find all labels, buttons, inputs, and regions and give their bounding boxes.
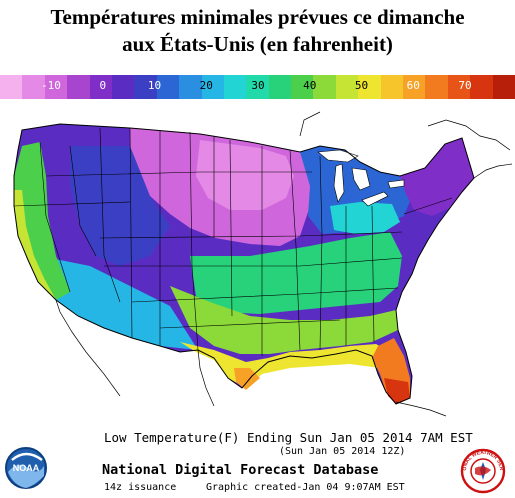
band-gulf-warm bbox=[234, 368, 260, 390]
band-northeast bbox=[400, 138, 474, 216]
color-scale-segment bbox=[492, 75, 515, 99]
color-scale-segment bbox=[201, 75, 224, 99]
color-scale-segment bbox=[425, 75, 448, 99]
temperature-color-scale bbox=[0, 75, 515, 99]
band-pacific-edge bbox=[14, 190, 56, 300]
map-title: Températures minimales prévues ce dimanc… bbox=[0, 4, 515, 58]
color-scale-segment bbox=[291, 75, 314, 99]
band-southern-plains bbox=[170, 286, 398, 354]
color-scale-segment bbox=[134, 75, 157, 99]
color-scale-segment bbox=[156, 75, 180, 99]
color-scale-segment bbox=[358, 75, 381, 99]
nws-logo: NATIONAL WEATHER SERVICE bbox=[460, 448, 506, 494]
issuance-text: 14z issuance bbox=[104, 482, 177, 493]
band-north-central-core bbox=[196, 140, 294, 210]
color-scale-segment bbox=[470, 75, 493, 99]
color-scale-segment bbox=[22, 75, 45, 99]
us-temperature-map bbox=[13, 111, 513, 417]
map-footer: NOAA Low Temperature(F) Ending Sun Jan 0… bbox=[0, 428, 515, 498]
noaa-logo: NOAA bbox=[5, 447, 47, 489]
svg-text:NOAA: NOAA bbox=[13, 463, 40, 473]
title-line-1: Températures minimales prévues ce dimanc… bbox=[50, 5, 465, 29]
color-scale-segment bbox=[447, 75, 471, 99]
color-scale-segment bbox=[335, 75, 359, 99]
color-scale-segment bbox=[111, 75, 135, 99]
lake-huron bbox=[351, 167, 371, 191]
state-boundaries bbox=[13, 127, 453, 356]
band-lower-great-lakes bbox=[330, 202, 400, 234]
color-scale-segment bbox=[89, 75, 112, 99]
lake-michigan bbox=[333, 163, 345, 203]
color-scale-segment bbox=[0, 75, 23, 99]
color-scale-segment bbox=[67, 75, 90, 99]
map-caption: Low Temperature(F) Ending Sun Jan 05 201… bbox=[104, 430, 473, 445]
color-scale-segment bbox=[246, 75, 269, 99]
band-pacific-coast bbox=[14, 142, 70, 300]
title-line-2: aux États-Unis (en fahrenheit) bbox=[122, 32, 393, 56]
band-southwest bbox=[38, 256, 198, 350]
us-outline bbox=[13, 123, 475, 405]
color-scale-segment bbox=[179, 75, 202, 99]
color-scale-segment bbox=[380, 75, 404, 99]
map-subcaption: (Sun Jan 05 2014 12Z) bbox=[279, 446, 406, 457]
graphic-created-text: Graphic created-Jan 04 9:07AM EST bbox=[206, 482, 405, 493]
lake-ontario bbox=[387, 179, 405, 189]
neighbor-coastlines bbox=[55, 111, 513, 417]
color-scale-segment bbox=[268, 75, 292, 99]
band-rockies bbox=[70, 146, 170, 266]
database-name: National Digital Forecast Database bbox=[102, 462, 379, 478]
band-southern-mid bbox=[190, 232, 402, 314]
color-scale-segment bbox=[223, 75, 247, 99]
color-scale-segment bbox=[403, 75, 426, 99]
color-scale-segment bbox=[44, 75, 68, 99]
color-scale-segment bbox=[313, 75, 336, 99]
lake-erie bbox=[361, 191, 389, 207]
